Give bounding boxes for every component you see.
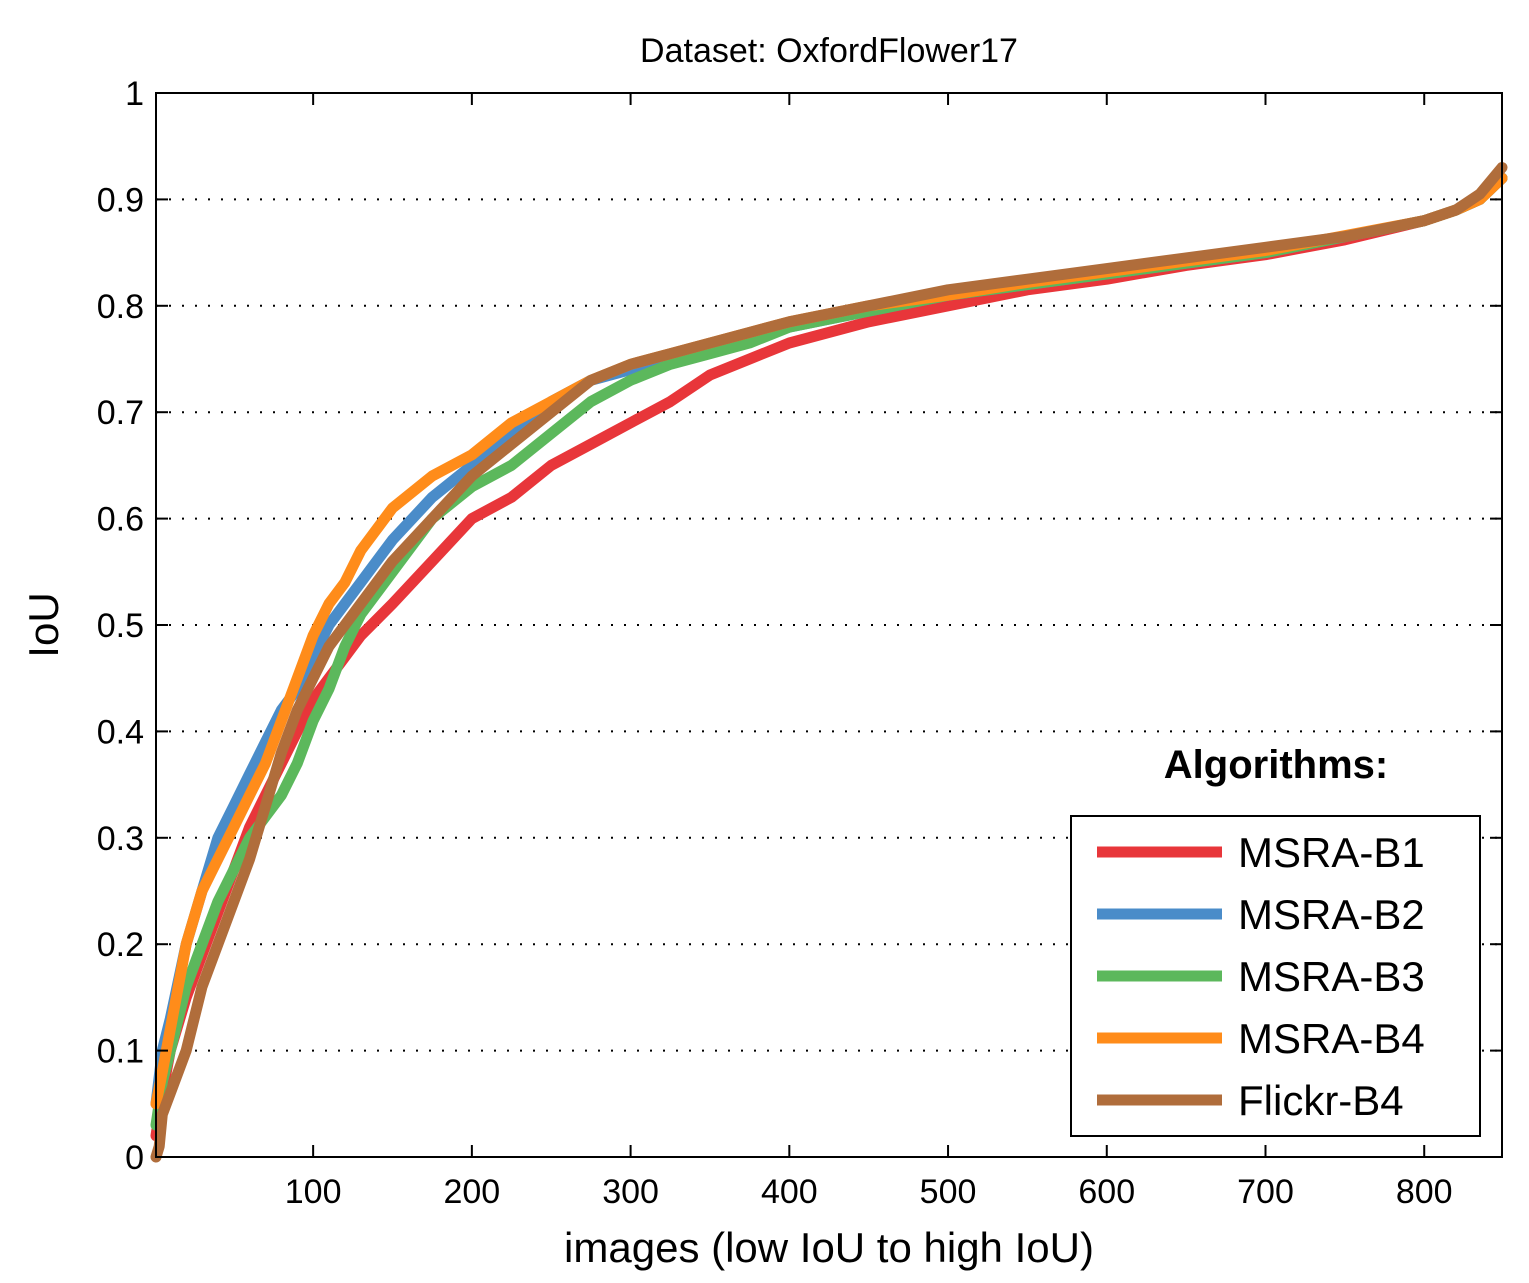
legend-label: MSRA-B1: [1238, 829, 1425, 876]
y-tick-label: 0.5: [97, 607, 144, 645]
y-tick-label: 0.9: [97, 181, 144, 219]
series-line-flickr-b4: [150, 162, 1508, 1163]
y-tick-label: 0.1: [97, 1033, 144, 1071]
x-tick-label: 800: [1396, 1173, 1453, 1211]
y-tick-label: 0.7: [97, 394, 144, 432]
y-tick-label: 0.6: [97, 501, 144, 539]
y-tick-label: 0.4: [97, 713, 144, 751]
y-tick-label: 0.8: [97, 288, 144, 326]
legend-title: Algorithms:: [1164, 743, 1388, 787]
x-tick-label: 100: [285, 1173, 342, 1211]
series-lines: [150, 162, 1508, 1163]
legend-label: Flickr-B4: [1238, 1077, 1404, 1124]
axis-ticks: 0 0.1 0.2 0.3 0.4 0.5 0.6 0.7 0.8 0.9 1 100 200 300 40…: [97, 75, 1502, 1211]
x-tick-label: 700: [1237, 1173, 1294, 1211]
y-tick-label: 0.3: [97, 820, 144, 858]
x-tick-label: 300: [602, 1173, 659, 1211]
legend-label: MSRA-B2: [1238, 891, 1425, 938]
legend: MSRA-B1 MSRA-B2 MSRA-B3 MSRA-B4 Flickr-B4: [1070, 815, 1481, 1137]
x-tick-label: 200: [443, 1173, 500, 1211]
y-axis-label: IoU: [20, 592, 67, 657]
y-tick-label: 0: [125, 1139, 144, 1177]
x-tick-label: 400: [761, 1173, 818, 1211]
x-tick-label: 600: [1078, 1173, 1135, 1211]
chart-title: Dataset: OxfordFlower17: [640, 32, 1018, 70]
x-axis-label: images (low IoU to high IoU): [564, 1224, 1094, 1271]
legend-label: MSRA-B4: [1238, 1015, 1425, 1062]
y-tick-label: 1: [125, 75, 144, 113]
x-tick-label: 500: [920, 1173, 977, 1211]
legend-label: MSRA-B3: [1238, 953, 1425, 1000]
y-tick-label: 0.2: [97, 926, 144, 964]
